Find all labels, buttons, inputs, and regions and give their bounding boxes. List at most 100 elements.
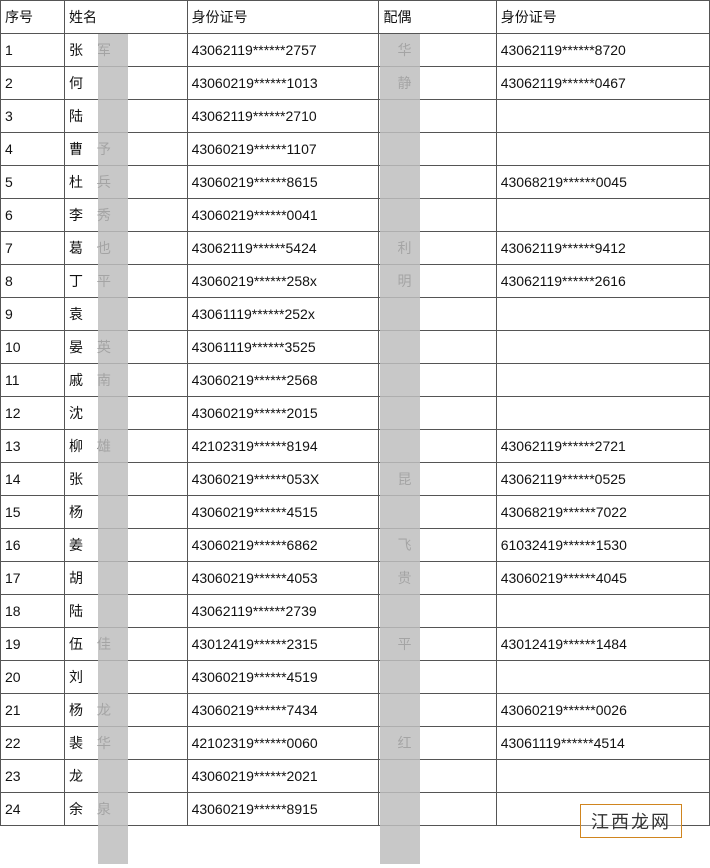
table-cell: 华 [379, 34, 496, 67]
table-cell: 8 [1, 265, 65, 298]
table-cell: 19 [1, 628, 65, 661]
table-cell: 平 [379, 628, 496, 661]
table-cell: 43062119******2710 [187, 100, 379, 133]
table-cell: 飞 [379, 529, 496, 562]
table-cell: 43060219******1107 [187, 133, 379, 166]
table-cell [379, 793, 496, 826]
table-row: 17胡 43060219******4053 贵43060219******40… [1, 562, 710, 595]
data-table: 序号 姓名 身份证号 配偶 身份证号 1张 军43062119******275… [0, 0, 710, 826]
table-cell [496, 298, 709, 331]
table-cell: 晏 英 [64, 331, 187, 364]
table-cell [379, 166, 496, 199]
table-cell: 伍 佳 [64, 628, 187, 661]
table-cell [379, 397, 496, 430]
table-cell: 42102319******0060 [187, 727, 379, 760]
table-cell: 5 [1, 166, 65, 199]
table-cell: 杨 龙 [64, 694, 187, 727]
table-cell: 43060219******4053 [187, 562, 379, 595]
table-cell: 43068219******0045 [496, 166, 709, 199]
table-row: 11戚 南43060219******2568 [1, 364, 710, 397]
table-row: 4曹 予43060219******1107 [1, 133, 710, 166]
table-cell: 43060219******8915 [187, 793, 379, 826]
table-cell: 6 [1, 199, 65, 232]
table-row: 1张 军43062119******2757 华43062119******87… [1, 34, 710, 67]
table-cell: 裴 华 [64, 727, 187, 760]
table-cell: 43068219******7022 [496, 496, 709, 529]
table-cell: 43060219******8615 [187, 166, 379, 199]
table-cell: 12 [1, 397, 65, 430]
table-cell: 10 [1, 331, 65, 364]
table-row: 13柳 雄42102319******8194 43062119******27… [1, 430, 710, 463]
table-cell [496, 397, 709, 430]
table-cell [379, 298, 496, 331]
table-cell: 43060219******2015 [187, 397, 379, 430]
table-cell: 21 [1, 694, 65, 727]
table-cell: 43062119******5424 [187, 232, 379, 265]
table-cell: 余 泉 [64, 793, 187, 826]
table-cell: 43012419******2315 [187, 628, 379, 661]
table-row: 3陆 43062119******2710 [1, 100, 710, 133]
table-cell: 43061119******252x [187, 298, 379, 331]
table-cell: 43060219******053X [187, 463, 379, 496]
table-cell: 18 [1, 595, 65, 628]
table-cell: 43060219******2021 [187, 760, 379, 793]
table-cell: 张 军 [64, 34, 187, 67]
table-cell: 20 [1, 661, 65, 694]
table-cell: 22 [1, 727, 65, 760]
table-cell [379, 661, 496, 694]
table-cell: 43062119******0467 [496, 67, 709, 100]
table-cell: 43060219******4515 [187, 496, 379, 529]
col-header-spouse: 配偶 [379, 1, 496, 34]
table-cell: 43060219******0041 [187, 199, 379, 232]
watermark-badge: 江西龙网 [580, 804, 682, 838]
table-cell: 15 [1, 496, 65, 529]
table-cell [379, 100, 496, 133]
col-header-id2: 身份证号 [496, 1, 709, 34]
table-cell [379, 331, 496, 364]
table-cell: 陆 [64, 100, 187, 133]
table-cell: 43062119******0525 [496, 463, 709, 496]
table-row: 10晏 英43061119******3525 [1, 331, 710, 364]
table-cell: 43062119******2721 [496, 430, 709, 463]
col-header-seq: 序号 [1, 1, 65, 34]
table-cell: 4 [1, 133, 65, 166]
table-cell: 43061119******3525 [187, 331, 379, 364]
table-cell [496, 331, 709, 364]
table-body: 1张 军43062119******2757 华43062119******87… [1, 34, 710, 826]
table-cell: 红 [379, 727, 496, 760]
table-row: 14张 43060219******053X 昆43062119******05… [1, 463, 710, 496]
table-row: 15杨 43060219******4515 43068219******702… [1, 496, 710, 529]
table-cell: 龙 [64, 760, 187, 793]
table-cell: 张 [64, 463, 187, 496]
table-row: 9袁 43061119******252x [1, 298, 710, 331]
table-cell [496, 199, 709, 232]
table-cell: 43062119******8720 [496, 34, 709, 67]
table-row: 16姜 43060219******6862 飞61032419******15… [1, 529, 710, 562]
table-cell: 1 [1, 34, 65, 67]
table-cell: 曹 予 [64, 133, 187, 166]
table-row: 8丁 平43060219******258x 明43062119******26… [1, 265, 710, 298]
table-cell: 43060219******4045 [496, 562, 709, 595]
table-cell [379, 430, 496, 463]
table-cell: 43062119******2757 [187, 34, 379, 67]
table-cell: 23 [1, 760, 65, 793]
table-cell: 戚 南 [64, 364, 187, 397]
table-header: 序号 姓名 身份证号 配偶 身份证号 [1, 1, 710, 34]
table-cell: 胡 [64, 562, 187, 595]
table-row: 23龙 43060219******2021 [1, 760, 710, 793]
table-row: 20刘 43060219******4519 [1, 661, 710, 694]
table-cell: 9 [1, 298, 65, 331]
table-cell: 43060219******6862 [187, 529, 379, 562]
table-cell: 43060219******4519 [187, 661, 379, 694]
table-cell: 明 [379, 265, 496, 298]
table-cell [379, 496, 496, 529]
table-cell: 43062119******2739 [187, 595, 379, 628]
table-cell [379, 694, 496, 727]
table-cell [379, 595, 496, 628]
table-row: 12沈 43060219******2015 [1, 397, 710, 430]
table-cell: 17 [1, 562, 65, 595]
table-cell: 11 [1, 364, 65, 397]
table-cell: 姜 [64, 529, 187, 562]
table-cell: 42102319******8194 [187, 430, 379, 463]
table-cell: 李 秀 [64, 199, 187, 232]
